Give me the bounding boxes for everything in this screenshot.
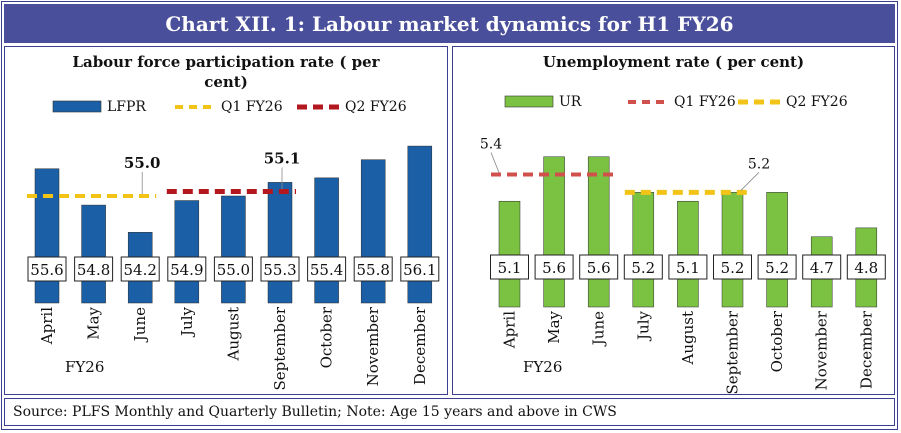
lfpr-bar	[221, 195, 246, 304]
lfpr-value-label: 54.2	[123, 261, 156, 279]
lfpr-category-label: May	[85, 306, 103, 339]
ur-value-label: 5.6	[542, 259, 566, 277]
chart-title: Chart XII. 1: Labour market dynamics for…	[4, 4, 895, 43]
lfpr-bar	[81, 204, 106, 304]
ur-category-label: October	[768, 310, 786, 372]
lfpr-q1-callout-label: 55.0	[124, 154, 161, 172]
ur-value-label: 5.1	[498, 259, 522, 277]
lfpr-value-label: 55.3	[263, 261, 296, 279]
ur-value-box	[757, 254, 797, 280]
lfpr-x-axis-label: FY26	[65, 358, 104, 376]
ur-value-label: 5.2	[721, 259, 745, 277]
ur-x-axis-label: FY26	[523, 358, 562, 376]
lfpr-category-label: August	[224, 307, 242, 361]
ur-bar	[677, 200, 699, 308]
lfpr-category-label: July	[178, 306, 196, 337]
lfpr-chart-title: Labour force participation rate ( per	[72, 53, 380, 71]
ur-value-box	[490, 254, 529, 280]
lfpr-value-box	[260, 256, 300, 282]
lfpr-chart: Labour force participation rate ( per cen…	[27, 53, 440, 391]
ur-legend-label: Q1 FY26	[674, 94, 736, 110]
lfpr-value-box	[74, 256, 114, 282]
ur-category-label: August	[679, 311, 697, 365]
lfpr-panel: Labour force participation rate ( per cen…	[4, 46, 448, 395]
ur-bar	[721, 192, 744, 308]
ur-category-label: November	[813, 310, 831, 390]
lfpr-category-label: December	[411, 306, 429, 385]
lfpr-category-label: April	[38, 307, 56, 345]
ur-q2-callout-line	[740, 172, 760, 191]
ur-value-label: 5.6	[587, 259, 611, 277]
lfpr-category-label: November	[364, 306, 382, 386]
lfpr-value-box	[307, 256, 347, 282]
ur-category-label: December	[857, 310, 875, 389]
lfpr-value-label: 54.9	[170, 261, 203, 279]
lfpr-bar	[360, 159, 386, 304]
ur-value-label: 4.8	[854, 259, 878, 277]
lfpr-bar	[34, 168, 60, 304]
ur-q1-callout-label: 5.4	[480, 137, 502, 153]
lfpr-category-label: June	[131, 307, 149, 343]
ur-value-box	[579, 254, 619, 280]
ur-legend-label: Q2 FY26	[786, 94, 848, 110]
ur-bar	[632, 192, 655, 308]
ur-value-box	[713, 254, 752, 280]
lfpr-category-label: September	[271, 306, 289, 390]
lfpr-value-label: 54.8	[77, 261, 110, 279]
lfpr-q2-callout-label: 55.1	[264, 149, 301, 167]
lfpr-legend-label: Q1 FY26	[221, 99, 283, 115]
lfpr-value-box	[120, 256, 160, 282]
ur-bar	[587, 156, 610, 308]
ur-category-label: September	[724, 310, 742, 394]
ur-chart-title: Unemployment rate ( per cent)	[543, 53, 804, 71]
ur-bar	[543, 156, 565, 308]
ur-category-label: April	[501, 311, 519, 349]
lfpr-value-box	[353, 256, 393, 282]
ur-value-box	[534, 254, 574, 280]
ur-value-box	[846, 254, 886, 280]
ur-legend-swatch-bar	[504, 95, 554, 108]
ur-q2-callout-label: 5.2	[748, 156, 770, 172]
lfpr-bar	[267, 182, 293, 304]
ur-value-label: 5.2	[765, 259, 789, 277]
lfpr-value-label: 55.0	[217, 261, 250, 279]
lfpr-value-box	[213, 256, 253, 282]
lfpr-value-box	[27, 256, 67, 282]
ur-value-box	[802, 254, 842, 280]
ur-value-box	[623, 254, 663, 280]
ur-value-label: 4.7	[810, 259, 834, 277]
ur-value-label: 5.2	[631, 259, 655, 277]
lfpr-bar	[174, 200, 200, 304]
lfpr-value-box	[400, 256, 440, 282]
lfpr-value-label: 56.1	[403, 261, 436, 279]
ur-q1-callout-line	[490, 152, 500, 173]
ur-category-label: July	[634, 310, 652, 341]
lfpr-value-label: 55.4	[310, 261, 343, 279]
lfpr-category-label: October	[318, 306, 336, 368]
lfpr-legend-label: LFPR	[107, 99, 146, 115]
lfpr-value-box	[167, 256, 207, 282]
ur-bar	[766, 192, 788, 308]
source-note: Source: PLFS Monthly and Quarterly Bulle…	[4, 398, 895, 426]
unemployment-panel: Unemployment rate ( per cent) UR Q1 FY26 Q2…	[452, 46, 895, 395]
ur-bar	[498, 200, 521, 308]
lfpr-chart-title: cent)	[204, 73, 248, 91]
lfpr-value-label: 55.8	[356, 261, 389, 279]
ur-legend-label: UR	[559, 94, 582, 110]
lfpr-legend-label: Q2 FY26	[345, 99, 407, 115]
ur-value-label: 5.1	[676, 259, 700, 277]
lfpr-legend-swatch-bar	[52, 100, 102, 113]
ur-category-label: June	[590, 311, 608, 347]
unemployment-chart: Unemployment rate ( per cent) UR Q1 FY26 Q2…	[480, 53, 886, 394]
ur-value-box	[668, 254, 708, 280]
lfpr-value-label: 55.6	[30, 261, 63, 279]
lfpr-bar	[314, 177, 339, 304]
ur-category-label: May	[545, 310, 563, 343]
